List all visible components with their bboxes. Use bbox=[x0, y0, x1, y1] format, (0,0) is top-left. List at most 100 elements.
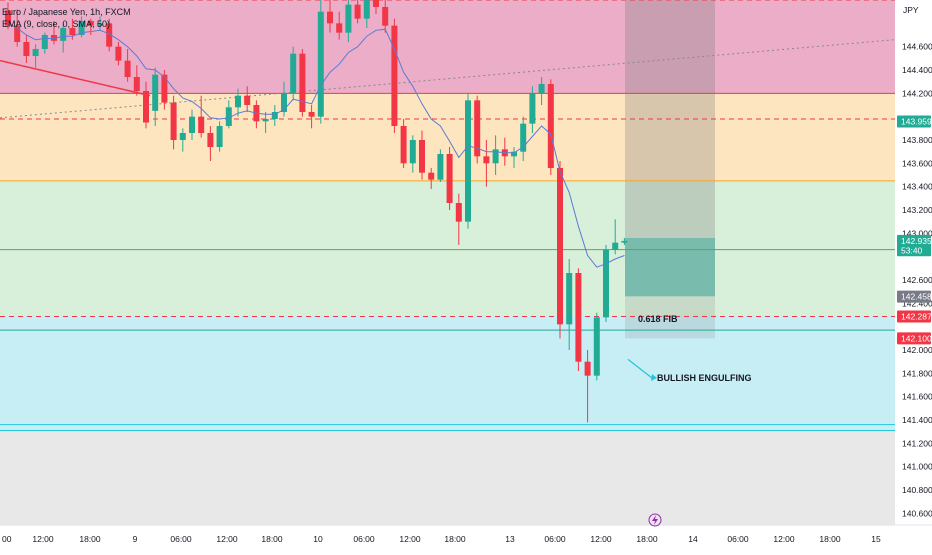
x-tick-label: 18:00 bbox=[444, 534, 466, 544]
candle[interactable] bbox=[78, 21, 85, 35]
candle[interactable] bbox=[529, 93, 536, 124]
candle[interactable] bbox=[271, 112, 278, 119]
candle[interactable] bbox=[290, 53, 297, 94]
candle[interactable] bbox=[51, 35, 57, 41]
candle[interactable] bbox=[115, 46, 122, 61]
candle[interactable] bbox=[106, 23, 113, 47]
candle[interactable] bbox=[520, 123, 527, 152]
candle[interactable] bbox=[538, 84, 545, 94]
time-axis[interactable] bbox=[0, 525, 932, 550]
candle[interactable] bbox=[409, 140, 416, 164]
price-label: 143.959 bbox=[901, 116, 932, 126]
y-tick-label: 143.000 bbox=[902, 228, 932, 238]
candle[interactable] bbox=[225, 107, 232, 126]
candle[interactable] bbox=[612, 242, 619, 250]
candle[interactable] bbox=[308, 112, 315, 117]
candle[interactable] bbox=[235, 95, 241, 108]
candle[interactable] bbox=[23, 42, 30, 56]
price-label-badge[interactable] bbox=[897, 115, 931, 128]
candle[interactable] bbox=[483, 156, 490, 164]
candle[interactable] bbox=[419, 140, 425, 173]
annotation-fib[interactable]: 0.618 FIB bbox=[638, 314, 678, 324]
price-label-badge[interactable] bbox=[897, 310, 931, 323]
annotation-bullish-engulfing[interactable]: BULLISH ENGULFING bbox=[657, 373, 752, 383]
candle[interactable] bbox=[317, 11, 324, 117]
candle[interactable] bbox=[299, 53, 306, 112]
candle[interactable] bbox=[60, 28, 67, 41]
candle[interactable] bbox=[327, 11, 333, 24]
candle[interactable] bbox=[428, 172, 435, 180]
candle[interactable] bbox=[363, 0, 370, 19]
price-axis[interactable] bbox=[895, 0, 932, 550]
candle[interactable] bbox=[400, 126, 407, 164]
candle[interactable] bbox=[391, 25, 398, 127]
candle[interactable] bbox=[143, 91, 149, 123]
y-tick-label: 143.800 bbox=[902, 135, 932, 145]
candle[interactable] bbox=[437, 154, 444, 180]
candle[interactable] bbox=[621, 240, 628, 243]
position-target-zone[interactable] bbox=[625, 0, 715, 297]
candle[interactable] bbox=[216, 126, 223, 147]
position-profit-zone bbox=[625, 238, 715, 297]
candle[interactable] bbox=[455, 203, 462, 222]
candle[interactable] bbox=[32, 49, 39, 56]
candle[interactable] bbox=[69, 28, 76, 35]
x-tick-label: 9 bbox=[133, 534, 138, 544]
candle[interactable] bbox=[5, 10, 11, 26]
x-tick-label: 12:00 bbox=[399, 534, 421, 544]
price-label-badge[interactable] bbox=[897, 234, 931, 247]
candle[interactable] bbox=[170, 102, 177, 140]
y-tick-label: 144.600 bbox=[902, 42, 932, 52]
candle[interactable] bbox=[244, 95, 251, 105]
candle[interactable] bbox=[373, 0, 379, 7]
y-tick-label: 140.800 bbox=[902, 485, 932, 495]
candle[interactable] bbox=[345, 4, 352, 33]
candle[interactable] bbox=[124, 60, 131, 77]
y-tick-label: 143.400 bbox=[902, 182, 932, 192]
candle[interactable] bbox=[584, 361, 591, 376]
candle[interactable] bbox=[336, 23, 343, 33]
candle[interactable] bbox=[179, 133, 186, 140]
candle[interactable] bbox=[547, 84, 554, 168]
candle[interactable] bbox=[575, 273, 582, 362]
indicator-label[interactable]: EMA (9, close, 0, SMA, 50) bbox=[2, 19, 111, 29]
candle[interactable] bbox=[603, 249, 609, 318]
candle[interactable] bbox=[446, 154, 453, 203]
candle[interactable] bbox=[281, 93, 287, 112]
candle[interactable] bbox=[262, 119, 269, 122]
candle[interactable] bbox=[198, 116, 205, 133]
candle[interactable] bbox=[557, 168, 563, 325]
candle[interactable] bbox=[161, 74, 168, 103]
candle[interactable] bbox=[133, 77, 140, 91]
candle[interactable] bbox=[14, 25, 21, 42]
symbol-title[interactable]: Euro / Japanese Yen, 1h, FXCM bbox=[2, 7, 131, 17]
candle[interactable] bbox=[474, 100, 481, 157]
candle[interactable] bbox=[152, 74, 159, 111]
candle[interactable] bbox=[492, 149, 499, 164]
candle[interactable] bbox=[566, 273, 573, 325]
price-label-badge[interactable] bbox=[897, 290, 931, 303]
lightning-icon[interactable] bbox=[648, 513, 662, 527]
candle[interactable] bbox=[511, 151, 517, 157]
y-tick-label: 141.800 bbox=[902, 368, 932, 378]
trendline[interactable] bbox=[0, 59, 151, 97]
candle[interactable] bbox=[465, 100, 471, 222]
price-label-badge[interactable] bbox=[897, 332, 931, 345]
x-tick-label: 18:00 bbox=[79, 534, 101, 544]
x-tick-label: 00 bbox=[2, 534, 12, 544]
candle[interactable] bbox=[207, 133, 214, 147]
candle[interactable] bbox=[382, 7, 389, 26]
x-tick-label: 15 bbox=[871, 534, 881, 544]
candle[interactable] bbox=[189, 116, 195, 133]
candle[interactable] bbox=[354, 4, 361, 19]
y-tick-label: 141.200 bbox=[902, 438, 932, 448]
price-label-badge[interactable] bbox=[897, 244, 931, 257]
candle[interactable] bbox=[593, 317, 600, 376]
ema-line[interactable] bbox=[7, 22, 625, 268]
candle[interactable] bbox=[87, 21, 94, 26]
candle[interactable] bbox=[97, 23, 103, 26]
y-tick-label: 141.400 bbox=[902, 415, 932, 425]
candle[interactable] bbox=[41, 35, 48, 49]
